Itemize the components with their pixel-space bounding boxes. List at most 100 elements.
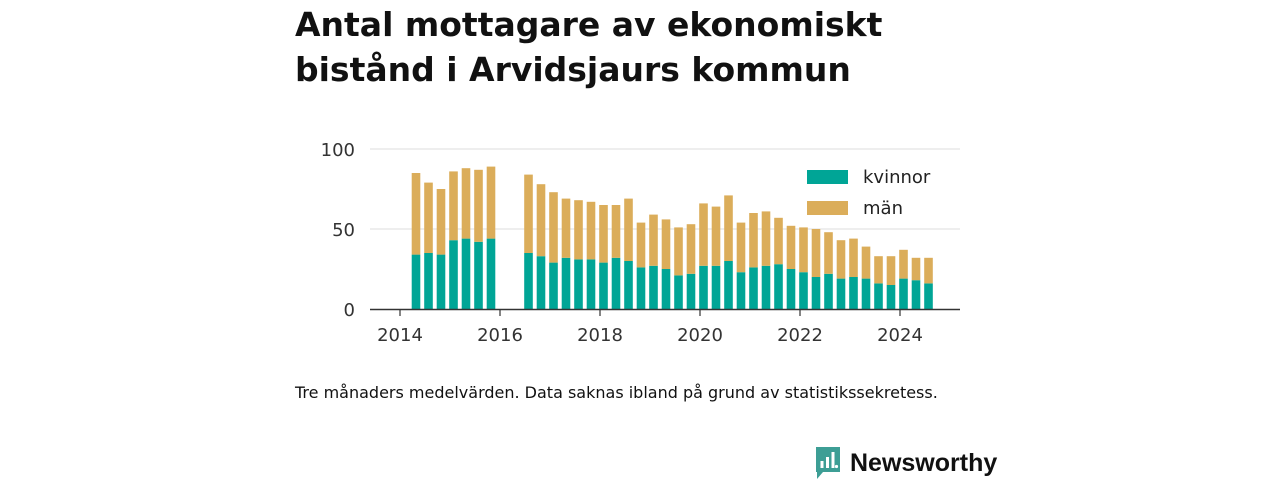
bar-kvinnor-2019-Q3: [674, 275, 683, 309]
bar-man-2017-Q4: [586, 201, 596, 260]
y-tick-label: 0: [344, 300, 355, 321]
bar-kvinnor-2018-Q4: [636, 267, 646, 309]
bar-kvinnor-2020-Q4: [736, 272, 746, 309]
bar-man-2021-Q2: [761, 211, 771, 266]
bar-kvinnor-2018-Q1: [599, 262, 608, 309]
bars: [411, 166, 933, 309]
bar-man-2015-Q1: [449, 171, 458, 241]
bar-man-2023-Q4: [886, 256, 896, 285]
x-tick-label: 2020: [677, 325, 723, 346]
bar-man-2018-Q1: [599, 205, 608, 263]
bar-man-2022-Q4: [836, 240, 846, 279]
bar-man-2015-Q3: [474, 169, 483, 242]
bar-man-2023-Q1: [849, 238, 858, 277]
brand-name: Newsworthy: [850, 448, 998, 477]
bar-kvinnor-2022-Q1: [799, 272, 808, 309]
bar-kvinnor-2015-Q4: [486, 238, 496, 309]
bar-man-2019-Q3: [674, 227, 683, 276]
bar-chart: 2014 2016 2018 2020 2022 2024 0 50 100 kvinnor …: [321, 140, 960, 346]
x-tick-label: 2018: [577, 325, 623, 346]
bar-man-2016-Q4: [536, 184, 546, 257]
y-tick-label: 50: [332, 220, 355, 241]
bar-kvinnor-2016-Q4: [536, 256, 546, 309]
newsworthy-logo-icon: [816, 447, 840, 479]
bar-man-2020-Q4: [736, 222, 746, 273]
bar-man-2020-Q1: [699, 203, 708, 266]
bar-kvinnor-2017-Q1: [549, 262, 558, 309]
bar-man-2018-Q2: [611, 205, 621, 258]
bar-man-2017-Q3: [574, 200, 583, 260]
bar-kvinnor-2020-Q2: [711, 265, 721, 309]
bar-kvinnor-2017-Q4: [586, 259, 596, 309]
bar-kvinnor-2024-Q1: [899, 278, 908, 309]
bar-man-2022-Q1: [799, 227, 808, 273]
bar-man-2024-Q2: [911, 257, 921, 281]
bar-kvinnor-2021-Q1: [749, 267, 758, 309]
bar-kvinnor-2016-Q3: [524, 253, 533, 309]
x-tick-label: 2022: [777, 325, 823, 346]
x-tick-label: 2024: [877, 325, 923, 346]
bar-man-2019-Q1: [649, 214, 658, 266]
bar-kvinnor-2017-Q3: [574, 259, 583, 309]
brand: Newsworthy: [814, 446, 997, 480]
bar-kvinnor-2014-Q2: [411, 254, 421, 309]
bar-kvinnor-2014-Q3: [424, 253, 433, 309]
bar-man-2019-Q4: [686, 224, 696, 274]
bar-kvinnor-2014-Q4: [436, 254, 446, 309]
x-ticks: 2014 2016 2018 2020 2022 2024: [377, 310, 923, 346]
bar-man-2016-Q3: [524, 174, 533, 253]
bar-kvinnor-2015-Q1: [449, 240, 458, 309]
bar-man-2023-Q2: [861, 246, 871, 279]
y-ticks: 0 50 100: [321, 140, 355, 321]
bar-man-2015-Q4: [486, 166, 496, 239]
legend: kvinnor män: [807, 167, 931, 219]
bar-kvinnor-2023-Q2: [861, 278, 871, 309]
legend-label-kvinnor: kvinnor: [863, 167, 931, 188]
bar-man-2021-Q3: [774, 217, 783, 265]
bar-man-2024-Q1: [899, 249, 908, 279]
bar-kvinnor-2018-Q2: [611, 257, 621, 309]
bar-kvinnor-2019-Q4: [686, 273, 696, 309]
x-tick-label: 2014: [377, 325, 423, 346]
bar-man-2020-Q2: [711, 206, 721, 266]
chart-caption: Tre månaders medelvärden. Data saknas ib…: [295, 383, 938, 402]
bar-kvinnor-2018-Q3: [624, 261, 633, 309]
bar-kvinnor-2022-Q4: [836, 278, 846, 309]
bar-man-2020-Q3: [724, 195, 733, 261]
bar-kvinnor-2022-Q2: [811, 277, 821, 309]
bar-man-2024-Q3: [924, 257, 933, 284]
bar-kvinnor-2019-Q1: [649, 265, 658, 309]
bar-kvinnor-2023-Q4: [886, 285, 896, 309]
legend-label-man: män: [863, 198, 903, 219]
bar-man-2019-Q2: [661, 219, 671, 269]
bar-kvinnor-2017-Q2: [561, 257, 571, 309]
bar-kvinnor-2024-Q2: [911, 280, 921, 309]
bar-man-2018-Q3: [624, 198, 633, 261]
bar-man-2014-Q2: [411, 173, 421, 255]
bar-man-2017-Q1: [549, 192, 558, 263]
bar-man-2014-Q3: [424, 182, 433, 253]
bar-kvinnor-2022-Q3: [824, 273, 833, 309]
bar-man-2022-Q2: [811, 229, 821, 277]
bar-kvinnor-2021-Q4: [786, 269, 796, 309]
y-tick-label: 100: [321, 140, 355, 161]
x-tick-label: 2016: [477, 325, 523, 346]
bar-kvinnor-2015-Q3: [474, 241, 483, 309]
bar-man-2017-Q2: [561, 198, 571, 258]
chart-card: Antal mottagare av ekonomiskt bistånd i …: [295, 0, 997, 480]
bar-man-2022-Q3: [824, 232, 833, 274]
bar-kvinnor-2024-Q3: [924, 283, 933, 309]
bar-man-2015-Q2: [461, 168, 471, 239]
legend-swatch-kvinnor: [807, 170, 848, 184]
bar-man-2014-Q4: [436, 189, 446, 255]
bar-kvinnor-2020-Q1: [699, 265, 708, 309]
bar-kvinnor-2023-Q1: [849, 277, 858, 309]
bar-kvinnor-2020-Q3: [724, 261, 733, 309]
bar-man-2021-Q1: [749, 213, 758, 268]
bar-man-2018-Q4: [636, 222, 646, 268]
legend-swatch-man: [807, 201, 848, 215]
bar-kvinnor-2021-Q2: [761, 265, 771, 309]
bar-kvinnor-2015-Q2: [461, 238, 471, 309]
bar-kvinnor-2019-Q2: [661, 269, 671, 309]
bar-kvinnor-2023-Q3: [874, 283, 883, 309]
